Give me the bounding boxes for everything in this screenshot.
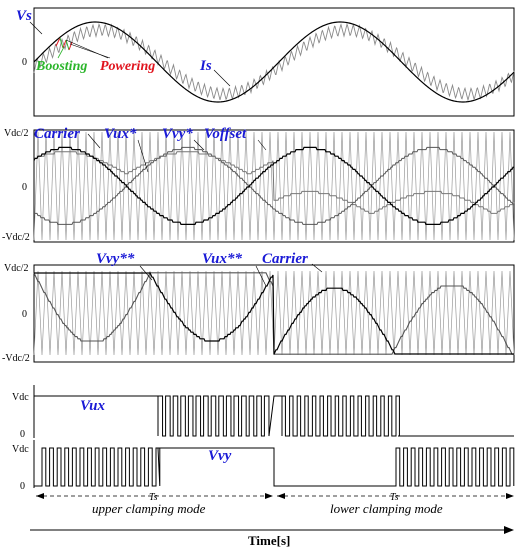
carrier-pointer bbox=[87, 133, 101, 149]
ts-right-label: Ts bbox=[390, 492, 399, 503]
zero-tick-lower: 0 bbox=[20, 481, 25, 492]
panel3-zero-tick: 0 bbox=[22, 309, 27, 320]
voffset-label: Voffset bbox=[204, 126, 247, 142]
carrier-pointer-2 bbox=[311, 263, 323, 273]
vdc-tick-upper: Vdc bbox=[12, 392, 29, 403]
panel3-top-tick: Vdc/2 bbox=[4, 263, 28, 274]
lower-clamping-mode-label: lower clamping mode bbox=[330, 501, 443, 516]
ts-interval-right bbox=[277, 493, 514, 499]
time-axis-arrowhead bbox=[504, 526, 514, 534]
ts-left-label: Ts bbox=[149, 492, 158, 503]
vvy-pulse-train bbox=[34, 447, 515, 487]
zero-tick-upper: 0 bbox=[20, 429, 25, 440]
vux-star-label: Vux* bbox=[104, 126, 137, 142]
carrier-triangle-trace bbox=[33, 131, 515, 241]
time-axis-label: Time[s] bbox=[248, 533, 290, 548]
vvy-star-pointer bbox=[193, 139, 205, 151]
vux-pulse-train bbox=[33, 395, 514, 437]
vvy-pulse-label: Vvy bbox=[208, 448, 232, 464]
vux-reference-trace bbox=[33, 146, 514, 225]
vdc-tick-lower: Vdc bbox=[12, 444, 29, 455]
is-label-pointer bbox=[213, 69, 231, 87]
panel2-top-tick: Vdc/2 bbox=[4, 128, 28, 139]
boosting-label: Boosting bbox=[35, 59, 87, 74]
ts-interval-left bbox=[36, 493, 273, 499]
panel1-zero-tick: 0 bbox=[22, 57, 27, 68]
vux-double-star-trace bbox=[34, 272, 514, 355]
panel2-frame bbox=[33, 129, 515, 243]
panel2-zero-tick: 0 bbox=[22, 182, 27, 193]
vvy-double-star-label: Vvy** bbox=[96, 251, 135, 267]
vux-star-pointer bbox=[137, 139, 149, 173]
upper-clamping-mode-label: upper clamping mode bbox=[92, 501, 206, 516]
boosting-arrow bbox=[57, 46, 65, 59]
current-is-trace bbox=[33, 22, 515, 102]
vux-double-star-pointer bbox=[255, 265, 267, 287]
boosting-powering-marker bbox=[55, 37, 73, 51]
panel3-frame bbox=[33, 264, 515, 363]
powering-arrow bbox=[69, 43, 111, 59]
powering-label: Powering bbox=[100, 59, 155, 74]
vvy-double-star-pointer bbox=[139, 265, 153, 281]
vs-label: Vs bbox=[16, 8, 32, 24]
vux-pulse-label: Vux bbox=[80, 398, 106, 414]
is-label: Is bbox=[199, 58, 212, 74]
vux-double-star-label: Vux** bbox=[202, 251, 243, 267]
carrier-triangle-trace-2 bbox=[33, 270, 515, 356]
vvy-star-label: Vvy* bbox=[162, 126, 193, 142]
panel3-bottom-tick: -Vdc/2 bbox=[2, 353, 30, 364]
powering-arrow-2 bbox=[65, 39, 109, 59]
carrier-label-2: Carrier bbox=[262, 251, 308, 267]
carrier-label: Carrier bbox=[34, 126, 80, 142]
vs-label-pointer bbox=[29, 21, 43, 35]
vvy-reference-trace bbox=[34, 146, 514, 225]
voltage-vs-trace bbox=[33, 21, 515, 103]
voffset-pointer bbox=[257, 139, 267, 151]
voffset-trace bbox=[34, 151, 515, 214]
panel2-bottom-tick: -Vdc/2 bbox=[2, 232, 30, 243]
